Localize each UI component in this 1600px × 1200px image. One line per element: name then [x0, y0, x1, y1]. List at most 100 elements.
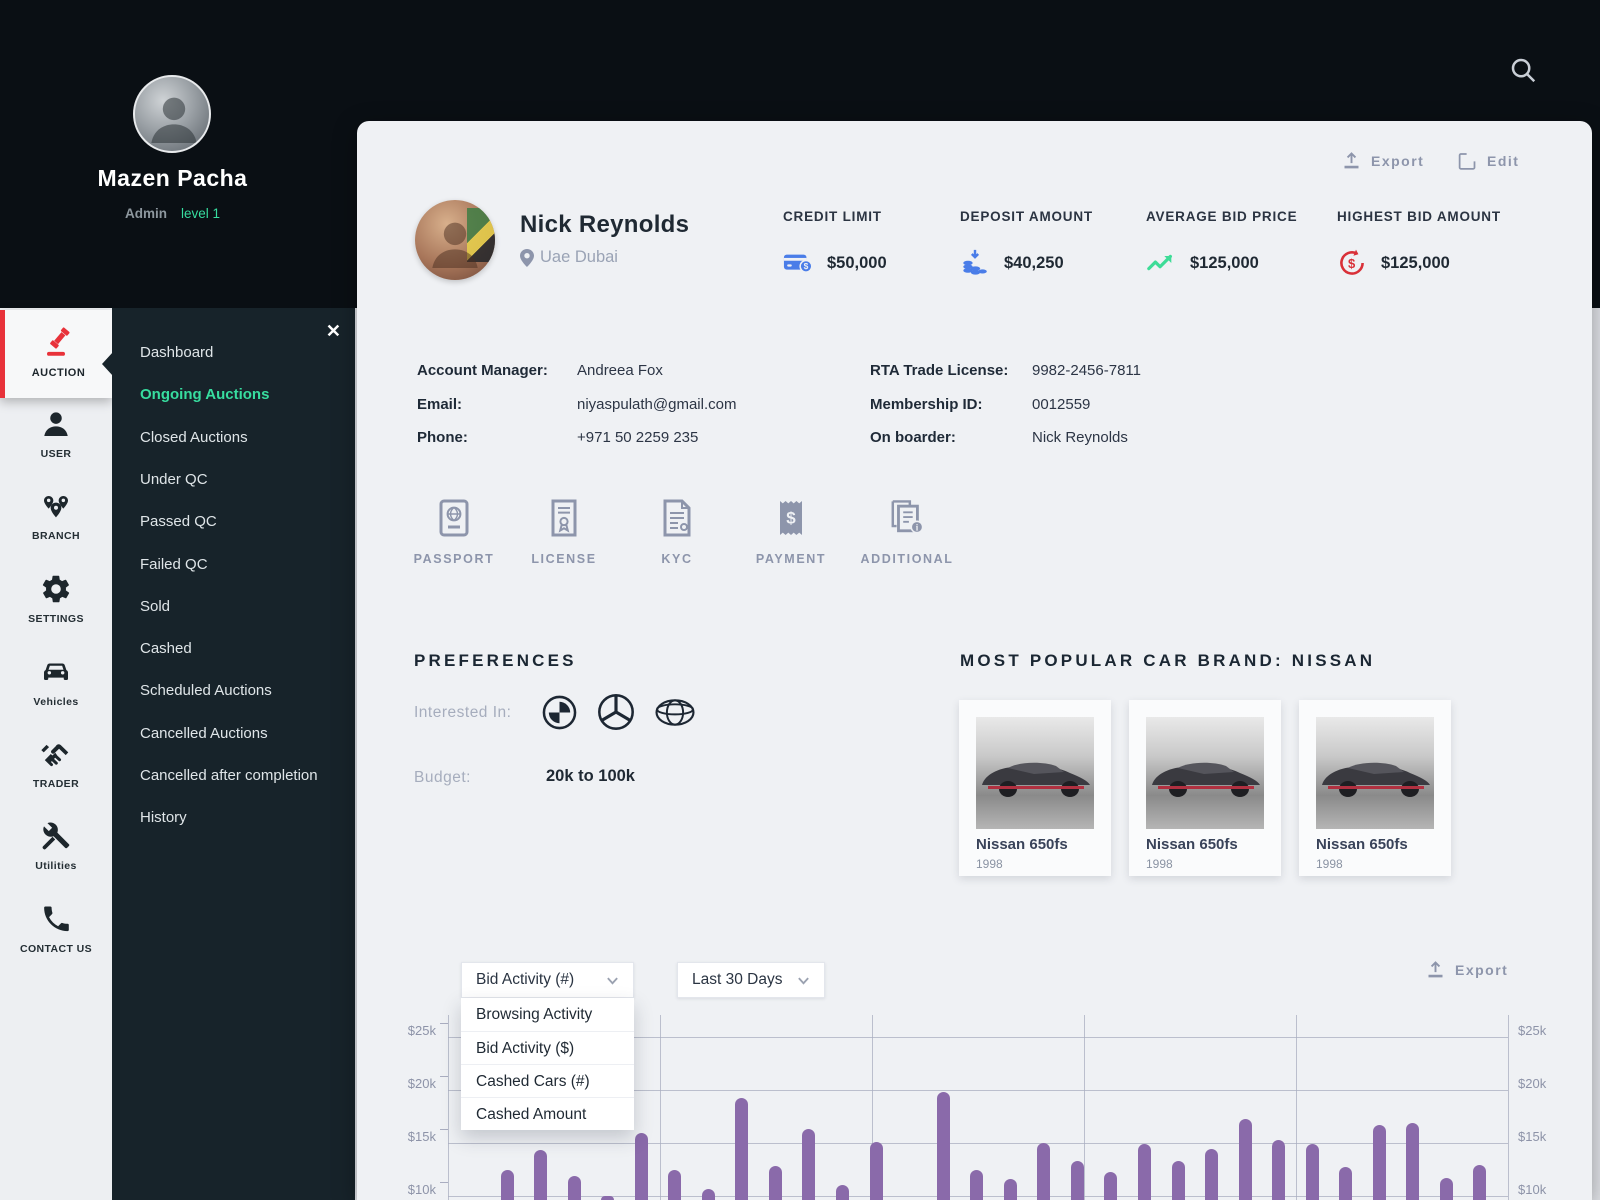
- chart-bar[interactable]: [768, 1166, 782, 1200]
- submenu-item-passed-qc[interactable]: Passed QC: [140, 513, 217, 531]
- chart-bar[interactable]: [1104, 1171, 1118, 1200]
- chart-bar[interactable]: [1339, 1167, 1353, 1200]
- metric-dropdown-open-menu: Browsing Activity Bid Activity ($) Cashed …: [461, 998, 634, 1130]
- document-payment[interactable]: $ PAYMENT: [736, 499, 846, 566]
- chart-bar[interactable]: [1171, 1161, 1185, 1200]
- submenu-item-cashed[interactable]: Cashed: [140, 640, 192, 658]
- document-additional[interactable]: i ADDITIONAL: [852, 499, 962, 566]
- chart-gridline: [1084, 1015, 1085, 1200]
- chart-bar[interactable]: [1439, 1177, 1453, 1200]
- chart-bar[interactable]: [869, 1141, 883, 1200]
- profile-level: level 1: [180, 206, 221, 221]
- submenu-item-dashboard[interactable]: Dashboard: [140, 344, 214, 361]
- chart-bar[interactable]: [1473, 1165, 1487, 1200]
- export-button[interactable]: Export: [1341, 150, 1424, 171]
- submenu-item-cancelled-auctions[interactable]: Cancelled Auctions: [140, 724, 268, 742]
- chart-bar[interactable]: [634, 1133, 648, 1200]
- chart-bar[interactable]: [1003, 1179, 1017, 1200]
- car-year: 1998: [976, 857, 1003, 871]
- chart-bar[interactable]: [936, 1092, 950, 1200]
- chart-bar[interactable]: [802, 1129, 816, 1200]
- chart-bar[interactable]: [735, 1098, 749, 1200]
- info-label: Email:: [417, 396, 463, 413]
- chart-export-button[interactable]: Export: [1425, 959, 1508, 980]
- user-avatar[interactable]: [415, 200, 495, 280]
- axis-tick: [440, 1129, 448, 1130]
- chart-bar[interactable]: [1037, 1143, 1051, 1200]
- chart-bar[interactable]: [668, 1169, 682, 1200]
- chart-bar[interactable]: [1137, 1144, 1151, 1200]
- stat-label: AVERAGE BID PRICE: [1146, 209, 1298, 224]
- chart-bar[interactable]: [500, 1169, 514, 1200]
- chart-bar[interactable]: [1305, 1144, 1319, 1200]
- car-photo: [1316, 717, 1434, 829]
- chart-bar[interactable]: [1272, 1139, 1286, 1200]
- export-label: Export: [1371, 152, 1425, 169]
- submenu-item-history[interactable]: History: [140, 809, 187, 827]
- chart-bar[interactable]: [534, 1150, 548, 1200]
- toyota-logo-icon[interactable]: [655, 698, 695, 726]
- chart-bar[interactable]: [567, 1175, 581, 1200]
- chart-bar[interactable]: [701, 1188, 715, 1200]
- dropdown-option-bid-activity-[interactable]: Bid Activity ($): [461, 1031, 634, 1064]
- chart-bar[interactable]: [970, 1169, 984, 1200]
- stat-deposit-amount: DEPOSIT AMOUNT $40,250: [960, 209, 1093, 278]
- chart-bar[interactable]: [1205, 1149, 1219, 1200]
- mercedes-logo-icon[interactable]: [597, 693, 635, 731]
- dropdown-option-cashed-amount[interactable]: Cashed Amount: [461, 1097, 634, 1130]
- preferences-title: PREFERENCES: [414, 651, 577, 670]
- sidebar-item-settings[interactable]: SETTINGS: [0, 573, 112, 625]
- bmw-logo-icon[interactable]: [542, 695, 577, 730]
- document-kyc[interactable]: KYC: [622, 499, 732, 566]
- sidebar-item-branch[interactable]: BRANCH: [0, 490, 112, 542]
- dropdown-option-cashed-cars-[interactable]: Cashed Cars (#): [461, 1064, 634, 1097]
- document-license[interactable]: LICENSE: [509, 499, 619, 566]
- stat-amount: $50,000: [827, 253, 887, 272]
- document-passport[interactable]: PASSPORT: [399, 499, 509, 566]
- car-year: 1998: [1316, 857, 1343, 871]
- submenu-item-failed-qc[interactable]: Failed QC: [140, 555, 208, 573]
- sidebar-item-trader[interactable]: TRADER: [0, 738, 112, 790]
- metric-dropdown[interactable]: Bid Activity (#): [461, 962, 634, 998]
- sidebar-item-user[interactable]: USER: [0, 408, 112, 460]
- car-card[interactable]: Nissan 650fs 1998: [1299, 700, 1451, 876]
- chart-bar[interactable]: [1238, 1118, 1252, 1200]
- stat-average-bid-price: AVERAGE BID PRICE $125,000: [1146, 209, 1297, 278]
- info-value: +971 50 2259 235: [577, 429, 699, 446]
- y-axis-label: $15k: [407, 1129, 436, 1144]
- sidebar-item-contact[interactable]: CONTACT US: [0, 903, 112, 955]
- submenu-item-sold[interactable]: Sold: [140, 597, 171, 615]
- dropdown-option-browsing-activity[interactable]: Browsing Activity: [461, 998, 634, 1031]
- avatar[interactable]: [133, 75, 211, 153]
- chart-bar[interactable]: [601, 1196, 615, 1200]
- chart-bar[interactable]: [1070, 1161, 1084, 1200]
- svg-text:i: i: [916, 523, 919, 533]
- receipt-icon: $: [773, 499, 809, 537]
- submenu-item-cancelled-after-completion[interactable]: Cancelled after completion: [140, 767, 318, 784]
- edit-label: Edit: [1487, 152, 1520, 169]
- chart-gridline: [872, 1015, 873, 1200]
- car-photo: [1146, 717, 1264, 829]
- document-label: KYC: [661, 552, 693, 566]
- passport-icon: [436, 499, 472, 537]
- submenu-item-ongoing-auctions[interactable]: Ongoing Auctions: [140, 386, 270, 404]
- chart-bar[interactable]: [836, 1185, 849, 1200]
- range-dropdown[interactable]: Last 30 Days: [677, 962, 825, 998]
- axis-tick: [440, 1182, 448, 1183]
- sidebar-item-vehicles[interactable]: Vehicles: [0, 656, 112, 708]
- tools-icon: [40, 820, 72, 852]
- search-icon[interactable]: [1508, 55, 1538, 85]
- chart-bar[interactable]: [1372, 1124, 1386, 1200]
- car-card[interactable]: Nissan 650fs 1998: [959, 700, 1111, 876]
- close-icon[interactable]: ✕: [325, 321, 341, 341]
- popular-brand-title: MOST POPULAR CAR BRAND: NISSAN: [960, 651, 1376, 670]
- car-card[interactable]: Nissan 650fs 1998: [1129, 700, 1281, 876]
- submenu-item-closed-auctions[interactable]: Closed Auctions: [140, 428, 248, 446]
- sidebar-item-auction[interactable]: AUCTION: [0, 310, 112, 398]
- edit-button[interactable]: Edit: [1457, 150, 1519, 171]
- submenu-item-scheduled-auctions[interactable]: Scheduled Auctions: [140, 682, 272, 700]
- chart-bar[interactable]: [1406, 1122, 1420, 1200]
- sidebar-item-utilities[interactable]: Utilities: [0, 820, 112, 872]
- submenu-item-under-qc[interactable]: Under QC: [140, 470, 208, 488]
- rail-item-label: Vehicles: [33, 696, 79, 708]
